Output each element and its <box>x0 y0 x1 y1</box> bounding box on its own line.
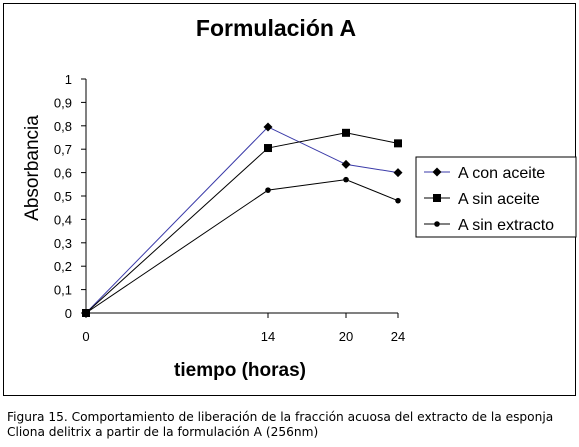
data-point <box>264 144 272 153</box>
y-tick-label: 0,3 <box>54 236 72 251</box>
plot-area: 0 0,1 0,2 0,3 0,4 0,5 0,6 0,7 0,8 0,9 1 0 14 20 24 <box>54 72 405 344</box>
series-line-1 <box>85 126 399 314</box>
legend-marker <box>432 167 442 177</box>
data-point <box>83 310 89 316</box>
y-tick-label: 0,2 <box>54 259 72 274</box>
y-tick-label: 1 <box>65 72 72 87</box>
data-point <box>343 176 349 183</box>
line-chart: Formulación A Absorbancia tiempo (horas)… <box>22 15 577 381</box>
data-point <box>394 139 402 148</box>
y-axis-label: Absorbancia <box>22 115 43 221</box>
y-tick-label: 0,4 <box>54 212 72 227</box>
data-point <box>342 128 350 137</box>
y-tick-label: 0,1 <box>54 283 72 298</box>
y-tick-label: 0,6 <box>54 166 72 181</box>
data-point <box>393 168 403 178</box>
data-point <box>263 122 273 132</box>
figure-caption: Figura 15. Comportamiento de liberación … <box>7 410 554 439</box>
legend-label: A con aceite <box>458 165 545 182</box>
legend: A con aceite A sin aceite A sin extracto <box>415 156 577 238</box>
data-point <box>341 159 351 169</box>
data-point <box>395 197 401 204</box>
x-tick-label: 14 <box>261 329 275 344</box>
legend-label: A sin extracto <box>458 217 554 234</box>
y-tick-label: 0,7 <box>54 142 72 157</box>
series-line-2 <box>85 132 399 314</box>
x-tick-label: 20 <box>339 329 353 344</box>
x-tick-label: 0 <box>82 329 89 344</box>
legend-label: A sin aceite <box>458 191 540 208</box>
y-tick-label: 0,5 <box>54 189 72 204</box>
x-tick-label: 24 <box>391 329 405 344</box>
x-axis-label: tiempo (horas) <box>174 360 306 381</box>
data-point <box>265 187 271 193</box>
series-line-3 <box>85 179 399 314</box>
legend-marker <box>434 221 440 227</box>
y-tick-label: 0 <box>65 306 72 321</box>
y-tick-label: 0,9 <box>54 95 72 110</box>
legend-marker <box>433 194 441 202</box>
chart-title: Formulación A <box>196 15 356 41</box>
y-tick-label: 0,8 <box>54 119 72 134</box>
